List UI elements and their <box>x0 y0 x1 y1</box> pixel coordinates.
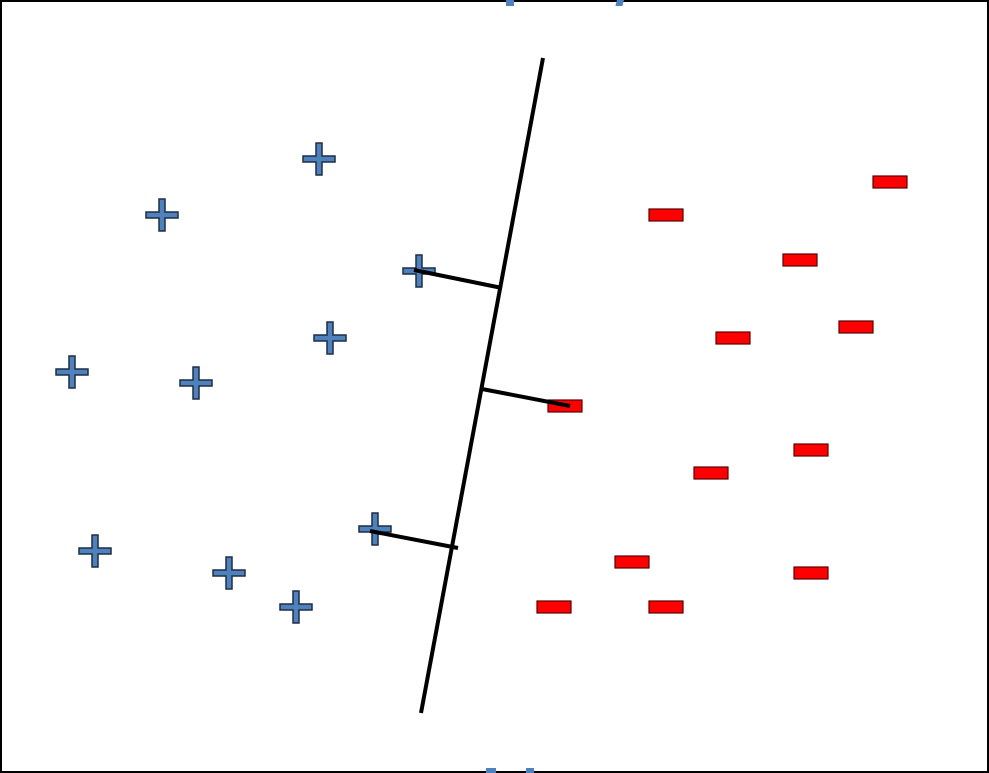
bottom-edge-fragments <box>486 768 534 773</box>
plus-icon <box>279 590 313 624</box>
plus-marker-7 <box>358 512 392 546</box>
plus-icon <box>212 556 246 590</box>
minus-icon <box>715 331 751 345</box>
plus-icon <box>179 366 213 400</box>
plus-icon <box>55 355 89 389</box>
top-edge-fragments <box>506 0 624 6</box>
plus-icon <box>302 142 336 176</box>
margin-distance-lines <box>369 268 571 550</box>
plus-icon <box>78 534 112 568</box>
distance-line-3 <box>369 529 459 550</box>
plus-icon <box>145 198 179 232</box>
distance-line-1 <box>413 268 503 290</box>
plus-marker-5 <box>55 355 89 389</box>
plus-marker-4 <box>313 321 347 355</box>
plus-marker-8 <box>78 534 112 568</box>
bottom-fragment-right <box>526 768 534 773</box>
decision-boundary <box>419 57 545 714</box>
plus-icon <box>313 321 347 355</box>
bottom-fragment-left <box>486 768 496 773</box>
minus-icon <box>693 466 729 480</box>
minus-icon <box>793 443 829 457</box>
minus-icon <box>614 555 650 569</box>
distance-line-2 <box>481 387 571 408</box>
minus-icon <box>648 600 684 614</box>
plus-icon <box>358 512 392 546</box>
plus-marker-10 <box>279 590 313 624</box>
minus-icon <box>793 566 829 580</box>
minus-icon <box>838 320 874 334</box>
positive-class-points <box>55 142 436 624</box>
minus-icon <box>648 208 684 222</box>
top-fragment-right <box>615 0 624 6</box>
minus-icon <box>536 600 572 614</box>
plus-marker-6 <box>179 366 213 400</box>
top-fragment-left <box>506 0 514 6</box>
negative-class-points <box>536 175 908 614</box>
plus-marker-1 <box>302 142 336 176</box>
plus-marker-9 <box>212 556 246 590</box>
minus-icon <box>872 175 908 189</box>
minus-icon <box>782 253 818 267</box>
plus-marker-2 <box>145 198 179 232</box>
